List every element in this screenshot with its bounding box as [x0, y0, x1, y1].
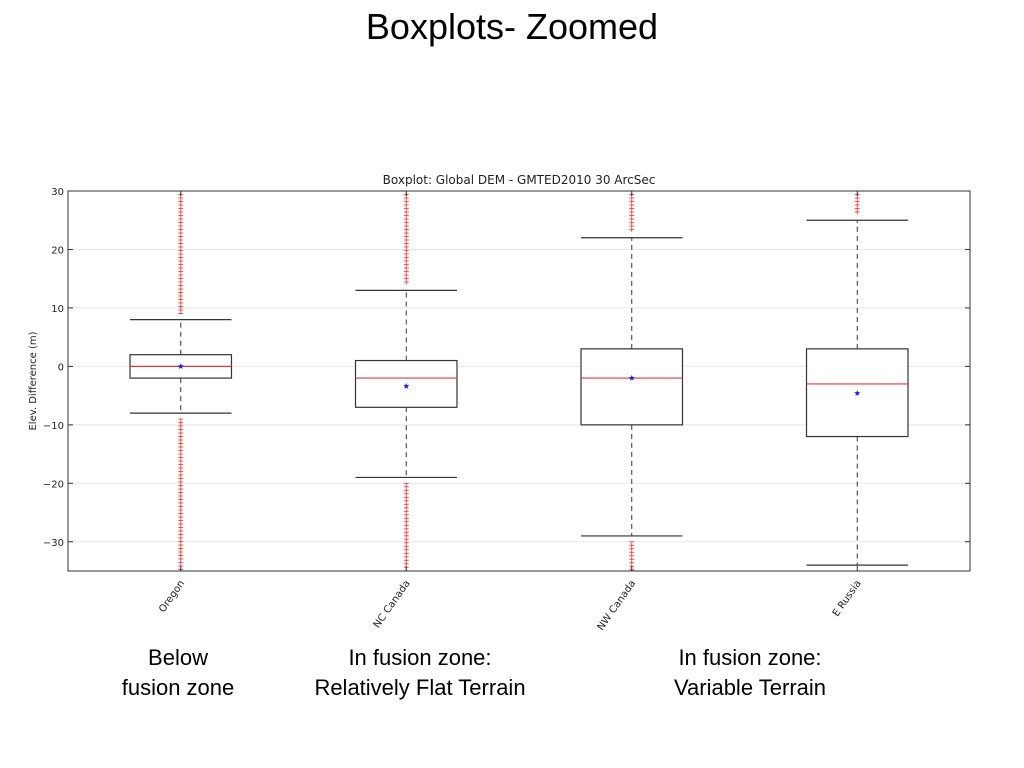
- x-tick-label: Oregon: [157, 578, 187, 614]
- x-tick-label: E Russia: [831, 578, 864, 618]
- boxplot-chart: 30 20 10 0 −10 −20 −30 Oregon NC Canada NW Canad…: [28, 173, 971, 633]
- slide-title: Boxplots- Zoomed: [365, 6, 659, 47]
- mean-marker: [628, 374, 635, 381]
- y-tick-label: 10: [51, 304, 64, 315]
- x-tick-label: NW Canada: [596, 578, 639, 632]
- mean-marker: [177, 363, 184, 369]
- y-tick-label: 20: [51, 245, 64, 256]
- y-tick-label: −10: [43, 421, 64, 432]
- box-group: [129, 190, 233, 571]
- caption-line: fusion zone: [121, 675, 235, 700]
- y-tick-label: −30: [43, 538, 64, 549]
- caption-below-fusion-zone: Below fusion zone: [98, 643, 258, 703]
- plot-frame: [67, 190, 971, 572]
- mean-marker: [854, 390, 861, 396]
- y-ticks: 30 20 10 0 −10 −20 −30: [43, 187, 970, 549]
- y-tick-label: 30: [51, 187, 64, 198]
- mean-marker: [403, 383, 410, 389]
- caption-line: Relatively Flat Terrain: [314, 675, 526, 700]
- caption-line: Variable Terrain: [673, 675, 827, 700]
- y-tick-label: 0: [58, 362, 64, 373]
- box-group: [354, 190, 458, 572]
- boxes: [129, 190, 909, 572]
- chart-title: Boxplot: Global DEM - GMTED2010 30 ArcSe…: [383, 173, 656, 187]
- box-iqr: [580, 348, 684, 426]
- x-tick-label: NC Canada: [372, 578, 413, 630]
- box-group: [805, 190, 909, 566]
- caption-line: In fusion zone:: [678, 645, 822, 670]
- y-axis-label: Elev. Difference (m): [28, 331, 39, 430]
- caption-flat-terrain: In fusion zone: Relatively Flat Terrain: [290, 643, 550, 703]
- caption-line: Below: [148, 645, 208, 670]
- y-tick-label: −20: [43, 479, 64, 490]
- caption-variable-terrain: In fusion zone: Variable Terrain: [630, 643, 870, 703]
- caption-line: In fusion zone:: [348, 645, 492, 670]
- box-group: [580, 190, 684, 571]
